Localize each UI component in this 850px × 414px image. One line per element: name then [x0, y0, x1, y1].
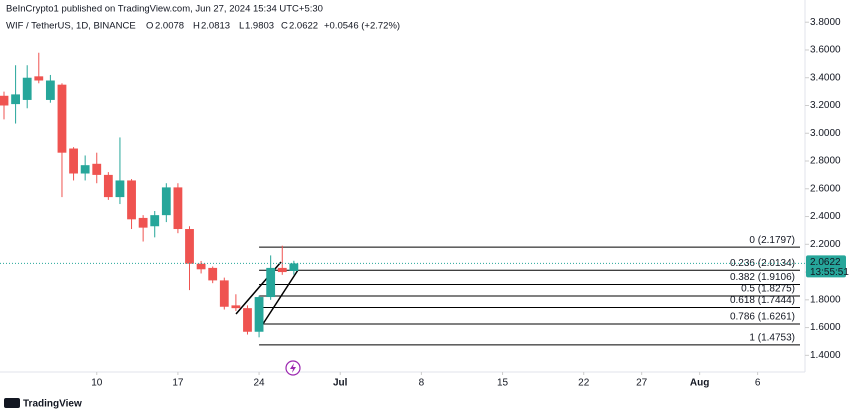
- ohlc-l-value: 1.9803: [245, 21, 274, 32]
- x-tick-label: 24: [254, 378, 266, 389]
- y-tick-label: 3.0000: [810, 128, 841, 139]
- candle-body: [80, 165, 90, 174]
- candle-body: [185, 229, 194, 264]
- x-tick-label: 6: [755, 378, 761, 389]
- candle-body: [208, 267, 218, 281]
- candle-body: [11, 94, 20, 105]
- last-price-label: 2.0622: [810, 257, 841, 268]
- countdown: 13:55:51: [810, 267, 849, 278]
- x-tick-label: 8: [419, 378, 425, 389]
- candle-body: [173, 187, 183, 230]
- candle-body: [45, 80, 55, 100]
- published-note: BeInCrypto1 published on TradingView.com…: [6, 4, 323, 15]
- fib-label: 0 (2.1797): [749, 235, 795, 246]
- candle-body: [266, 267, 276, 298]
- ohlc-o: O: [146, 21, 153, 32]
- brand: TradingView: [23, 399, 82, 410]
- candle-body: [289, 263, 299, 271]
- x-tick-label: Aug: [690, 378, 709, 389]
- candle-body: [57, 84, 67, 153]
- ohlc-c-value: 2.0622: [289, 21, 318, 32]
- last-price-box: [806, 255, 846, 278]
- y-tick-label: 3.2000: [810, 100, 841, 111]
- ohlc-change: +0.0546 (+2.72%): [324, 21, 400, 32]
- event-icon-bolt: [290, 363, 296, 373]
- candle-body: [254, 297, 264, 332]
- symbol: WIF / TetherUS, 1D, BINANCE: [6, 21, 136, 32]
- candle-body: [277, 267, 287, 273]
- y-tick-label: 3.6000: [810, 45, 841, 56]
- candle-body: [69, 148, 78, 174]
- fib-label: 1 (1.4753): [749, 333, 795, 344]
- fib-label: 0.786 (1.6261): [730, 312, 795, 323]
- symbol-header: WIF / TetherUS, 1D, BINANCE O 2.0078 H 2…: [6, 21, 400, 32]
- candle-body: [231, 305, 241, 309]
- y-tick-label: 2.2000: [810, 239, 841, 250]
- fib-label: 0.5 (1.8275): [741, 284, 795, 295]
- x-tick-label: 22: [578, 378, 590, 389]
- y-tick-label: 2.6000: [810, 183, 841, 194]
- candle-body: [196, 263, 206, 270]
- fib-label: 0.618 (1.7444): [730, 295, 795, 306]
- candle-body: [34, 76, 44, 81]
- candle-body: [138, 217, 148, 228]
- candle-body: [103, 174, 113, 198]
- y-tick-label: 2.4000: [810, 211, 841, 222]
- y-tick-label: 1.8000: [810, 294, 841, 305]
- channel-line: [258, 269, 299, 331]
- x-tick-label: 15: [497, 378, 509, 389]
- x-tick-label: 27: [636, 378, 648, 389]
- candle-body: [161, 187, 171, 216]
- brand-logo: [4, 398, 20, 408]
- y-tick-label: 3.8000: [810, 17, 841, 28]
- candle-body: [92, 163, 102, 175]
- ohlc-h: H: [193, 21, 200, 32]
- y-tick-label: 1.6000: [810, 322, 841, 333]
- ohlc-c: C: [281, 21, 288, 32]
- candle-body: [0, 95, 9, 106]
- candle-body: [219, 280, 229, 307]
- ohlc-o-value: 2.0078: [155, 21, 184, 32]
- fib-label: 0.382 (1.9106): [730, 272, 795, 283]
- ohlc-h-value: 2.0813: [201, 21, 230, 32]
- candle-body: [150, 215, 160, 227]
- candle-body: [127, 180, 136, 220]
- y-tick-label: 3.4000: [810, 72, 841, 83]
- ohlc-l: L: [239, 21, 244, 32]
- candle-body: [22, 77, 32, 100]
- candle-body: [115, 180, 125, 198]
- candle-body: [243, 308, 252, 332]
- x-tick-label: 17: [172, 378, 184, 389]
- y-tick-label: 2.8000: [810, 156, 841, 167]
- x-tick-label: Jul: [333, 378, 348, 389]
- x-tick-label: 10: [91, 378, 103, 389]
- y-tick-label: 1.4000: [810, 350, 841, 361]
